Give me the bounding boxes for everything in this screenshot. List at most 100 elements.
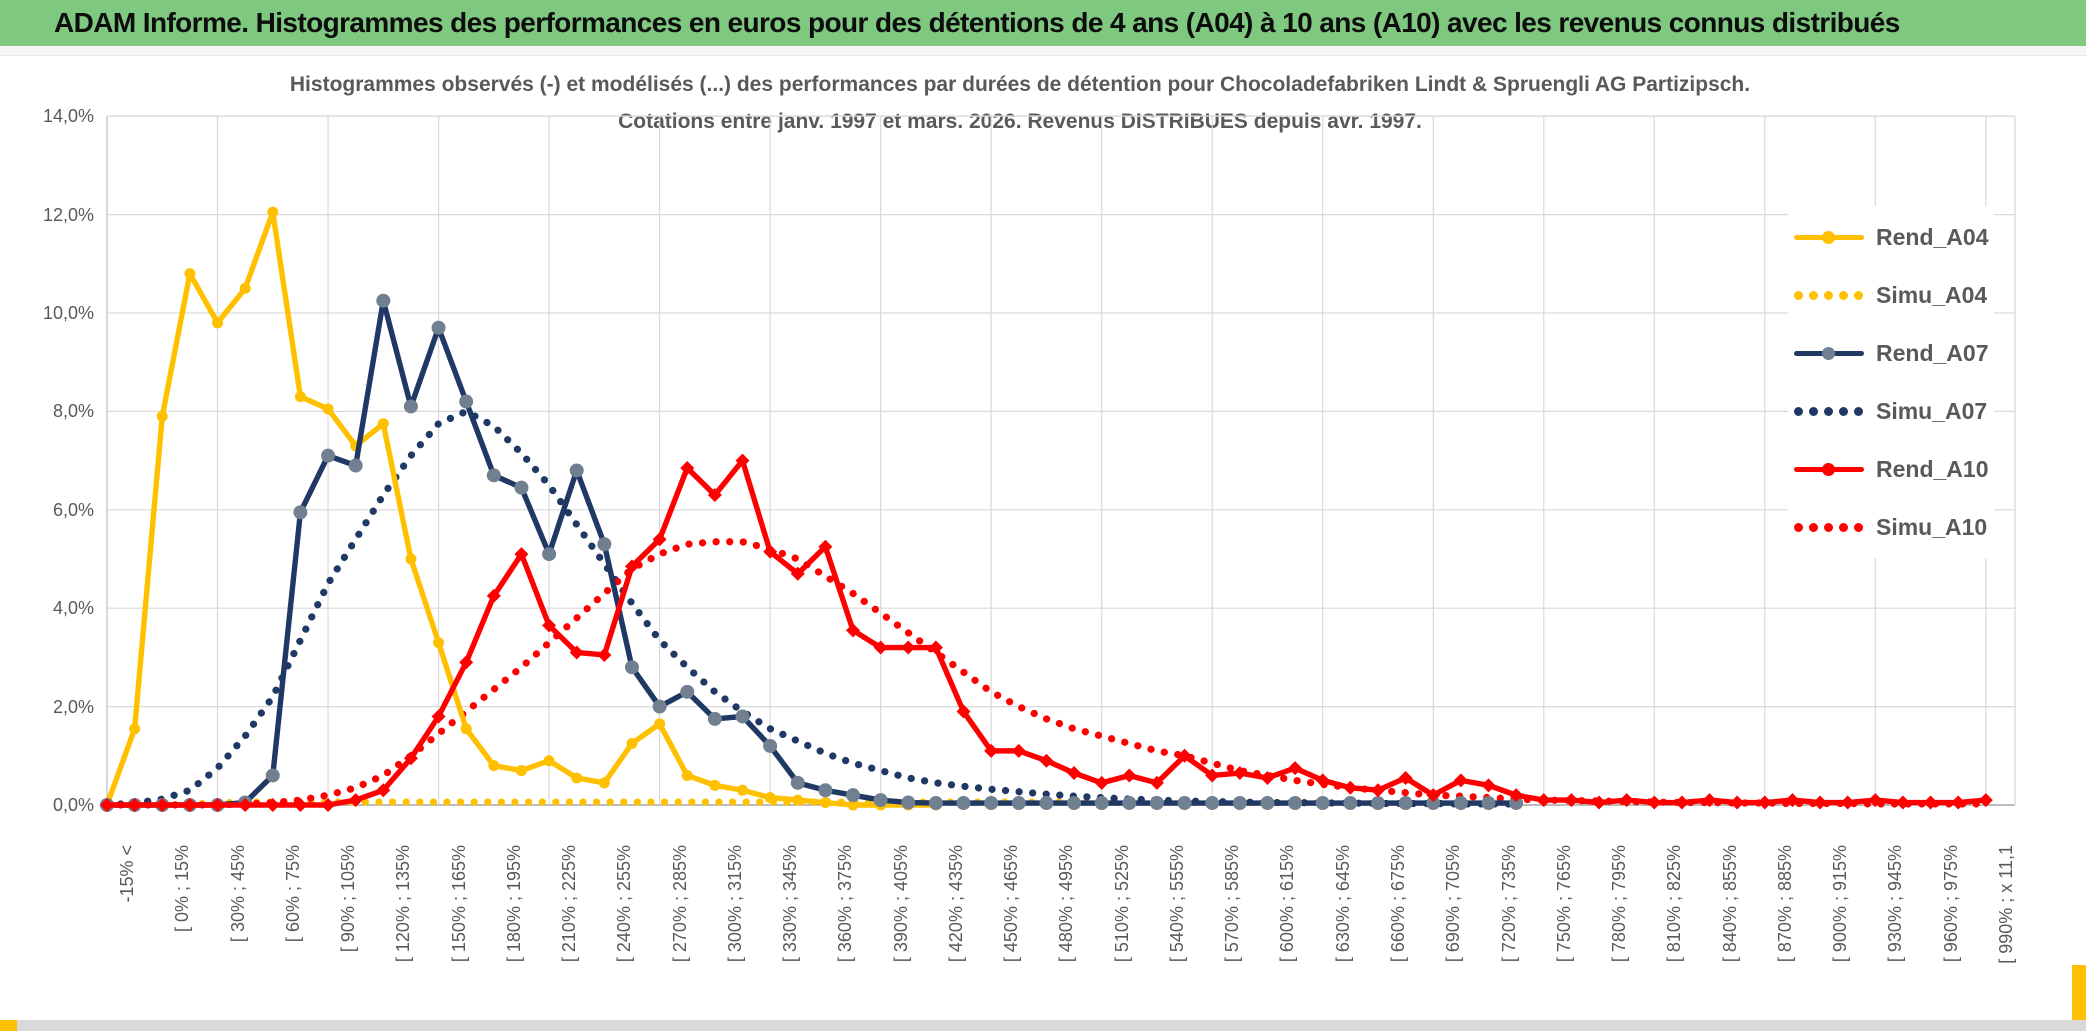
marker-Rend_A07 [376,293,391,308]
marker-Rend_A10 [624,559,639,574]
x-tick-label: [ 270% ; 285% [669,845,690,963]
marker-Rend_A07 [624,660,639,675]
legend-item-Rend_A04[interactable]: Rend_A04 [1794,208,1988,266]
legend-item-Rend_A10[interactable]: Rend_A10 [1794,440,1988,498]
marker-Rend_A04 [847,799,859,811]
marker-Rend_A07 [1370,796,1385,811]
marker-Rend_A10 [403,751,418,766]
marker-Rend_A04 [212,317,224,329]
marker-Rend_A04 [764,792,776,804]
marker-Rend_A10 [238,798,253,812]
marker-Rend_A10 [1868,793,1883,808]
marker-Rend_A04 [267,206,279,218]
marker-Rend_A04 [681,769,693,781]
marker-Rend_A10 [1730,795,1745,810]
x-tick-label: [ 630% ; 645% [1332,845,1353,963]
marker-Rend_A10 [1785,793,1800,808]
marker-Rend_A10 [1702,793,1717,808]
marker-Rend_A10 [901,640,916,655]
x-tick-label: [ 150% ; 165% [448,845,469,963]
marker-Rend_A10 [293,798,308,812]
marker-Rend_A10 [652,532,667,547]
legend-label: Simu_A07 [1876,397,1988,424]
marker-Rend_A07 [984,796,999,811]
marker-Rend_A07 [459,394,474,409]
marker-Rend_A04 [460,723,472,735]
marker-Rend_A10 [1619,793,1634,808]
marker-Rend_A07 [348,458,363,473]
marker-Rend_A07 [1149,796,1164,811]
dotted-line-swatch [1794,288,1864,302]
marker-Rend_A07 [735,709,750,724]
x-tick-label: [ 690% ; 705% [1443,845,1464,963]
marker-Rend_A07 [1343,796,1358,811]
marker-Rend_A04 [543,755,555,767]
marker-Rend_A07 [846,788,861,803]
marker-Rend_A10 [542,618,557,633]
series-Rend_A10[interactable] [107,457,1987,808]
marker-Rend_A10 [1288,761,1303,776]
marker-Rend_A10 [763,544,778,559]
marker-Rend_A10 [376,783,391,798]
x-tick-label: [ 180% ; 195% [503,845,524,963]
x-tick-label: [ 750% ; 765% [1553,845,1574,963]
marker-Rend_A10 [1370,783,1385,798]
legend-item-Simu_A04[interactable]: Simu_A04 [1794,266,1988,324]
legend-label: Simu_A10 [1876,513,1988,540]
marker-Rend_A04 [654,718,666,730]
legend-item-Simu_A07[interactable]: Simu_A07 [1794,382,1988,440]
x-tick-label: [ 600% ; 615% [1277,845,1298,963]
marker-Rend_A10 [1453,773,1468,788]
y-tick-label: 4,0% [52,598,94,619]
marker-Rend_A07 [293,505,308,520]
marker-Rend_A07 [403,399,418,414]
marker-Rend_A07 [321,448,336,463]
marker-Rend_A07 [1509,796,1524,811]
marker-Rend_A04 [184,268,196,280]
marker-Rend_A07 [1453,796,1468,811]
marker-Rend_A10 [210,798,225,812]
y-tick-label: 8,0% [52,401,94,422]
marker-Rend_A10 [1398,770,1413,785]
series-Rend_A07[interactable] [107,298,1517,808]
x-tick-label: [ 660% ; 675% [1387,845,1408,963]
marker-Rend_A04 [736,784,748,796]
marker-Rend_A10 [846,623,861,638]
marker-Rend_A10 [1011,743,1026,758]
top-divider-strip [0,46,2086,56]
marker-Rend_A10 [1923,795,1938,810]
marker-Rend_A10 [818,539,833,554]
legend-item-Rend_A07[interactable]: Rend_A07 [1794,324,1988,382]
marker-Rend_A07 [1232,796,1247,811]
x-tick-label: [ 900% ; 915% [1830,845,1851,963]
legend-item-Simu_A10[interactable]: Simu_A10 [1794,498,1988,556]
marker-Rend_A10 [1509,788,1524,803]
marker-Rend_A10 [1536,793,1551,808]
marker-Rend_A07 [514,480,529,495]
x-tick-label: [ 60% ; 75% [282,845,303,943]
gold-accent-bottom-left [0,1020,17,1031]
marker-Rend_A07 [1205,796,1220,811]
marker-Rend_A04 [377,418,389,430]
marker-Rend_A07 [1039,796,1054,811]
marker-Rend_A07 [1315,796,1330,811]
x-tick-label: -15% < [117,845,137,903]
x-tick-label: [ 780% ; 795% [1609,845,1630,963]
marker-Rend_A07 [431,320,446,335]
marker-Rend_A10 [1426,788,1441,803]
series-Rend_A04[interactable] [104,209,936,808]
series-Simu_A04[interactable] [103,798,1327,809]
x-tick-label: [ 420% ; 435% [945,845,966,963]
marker-Rend_A07 [1398,796,1413,811]
marker-Rend_A10 [431,709,446,724]
marker-Rend_A07 [265,768,280,783]
marker-Rend_A07 [901,795,916,810]
marker-Rend_A07 [569,463,584,478]
marker-Rend_A07 [652,699,667,714]
marker-Rend_A10 [1205,768,1220,783]
x-tick-label: [ 570% ; 585% [1222,845,1243,963]
x-tick-label: [ 840% ; 855% [1719,845,1740,963]
gold-accent-bottom-right [2072,965,2086,1020]
marker-Rend_A10 [1978,793,1993,808]
